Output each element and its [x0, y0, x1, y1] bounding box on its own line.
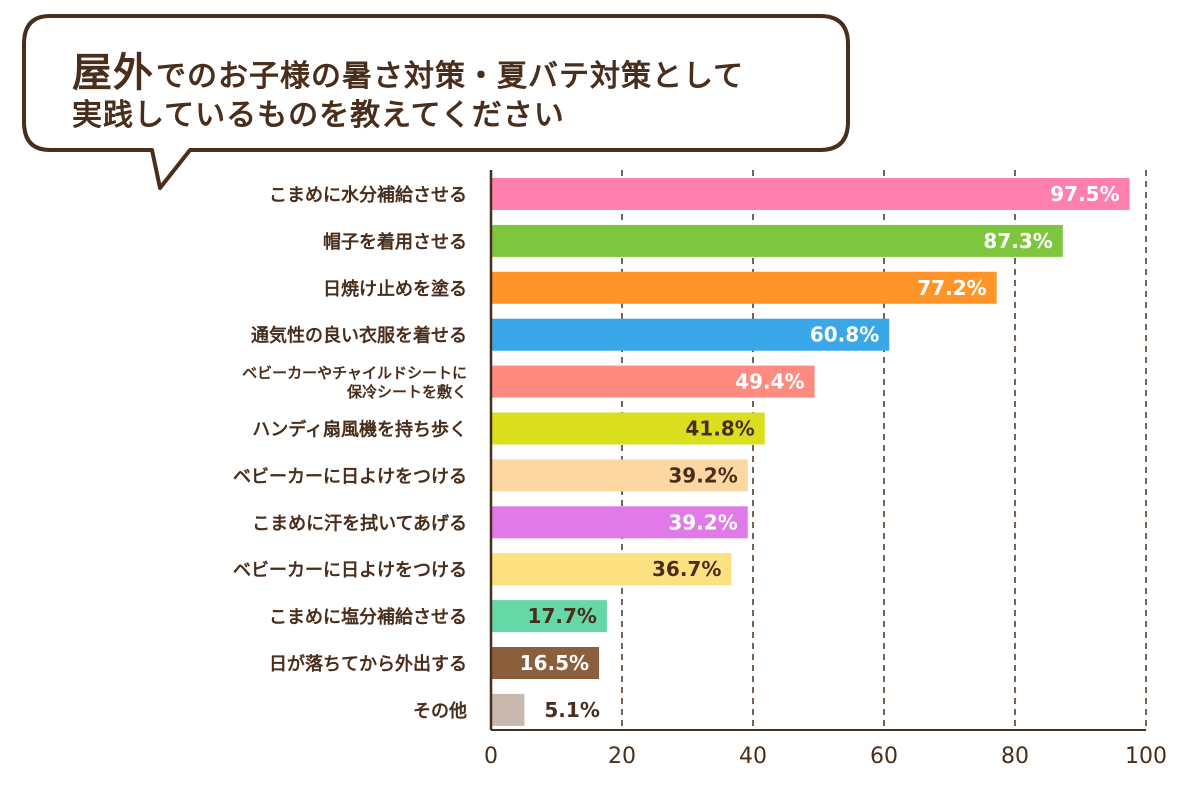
- category-label-1: 帽子を着用させる: [323, 231, 467, 253]
- chart-title-line-2: 実践しているものを教えてください: [72, 98, 565, 133]
- x-tick-label-60: 60: [870, 744, 898, 769]
- value-label-0: 97.5%: [1050, 182, 1119, 206]
- x-tick-label-20: 20: [608, 744, 636, 769]
- bar-1: [491, 224, 1063, 257]
- value-label-1: 87.3%: [983, 229, 1052, 253]
- bar-2: [491, 271, 997, 304]
- value-label-3: 60.8%: [810, 323, 879, 347]
- value-label-5: 41.8%: [685, 417, 754, 441]
- bar-9: [491, 600, 607, 633]
- value-label-7: 39.2%: [668, 510, 737, 534]
- value-label-2: 77.2%: [917, 276, 986, 300]
- bar-10: [491, 647, 600, 679]
- category-label-11: その他: [413, 700, 467, 722]
- bar-0: [491, 178, 1130, 210]
- chart-title-line-1: 屋外でのお子様の暑さ対策・夏バテ対策として: [72, 40, 744, 98]
- bar-11: [491, 693, 525, 726]
- speech-bubble: [22, 14, 850, 190]
- title-accent: 屋外: [72, 50, 154, 96]
- category-label-10: 日が落ちてから外出する: [269, 653, 467, 675]
- bar-8: [491, 553, 732, 586]
- category-label-6: ベビーカーに日よけをつける: [233, 466, 467, 487]
- category-label-7: こまめに汗を拭いてあげる: [252, 512, 467, 534]
- value-label-6: 39.2%: [668, 463, 737, 487]
- value-label-8: 36.7%: [652, 557, 721, 581]
- x-tick-label-40: 40: [739, 744, 767, 769]
- category-label-9: こまめに塩分補給させる: [269, 606, 467, 628]
- value-label-11: 5.1%: [544, 698, 599, 722]
- bar-5: [491, 412, 765, 445]
- category-label-0: こまめに水分補給させる: [269, 184, 467, 206]
- bar-3: [491, 318, 890, 351]
- category-label-4: ベビーカーやチャイルドシートに保冷シートを敷く: [242, 364, 467, 401]
- title-line1-rest: でのお子様の暑さ対策・夏バテ対策として: [156, 59, 745, 94]
- value-label-9: 17.7%: [528, 604, 597, 628]
- bar-7: [491, 506, 748, 539]
- bar-4: [491, 365, 815, 398]
- category-label-2: 日焼け止めを塗る: [323, 278, 467, 300]
- category-label-3: 通気性の良い衣服を着せる: [251, 325, 467, 347]
- category-label-5: ハンディ扇風機を持ち歩く: [252, 419, 467, 441]
- value-label-10: 16.5%: [520, 651, 589, 675]
- x-tick-label-100: 100: [1125, 744, 1167, 769]
- x-tick-label-0: 0: [484, 744, 498, 769]
- value-label-4: 49.4%: [735, 370, 804, 394]
- x-tick-label-80: 80: [1001, 744, 1029, 769]
- category-label-8: ベビーカーに日よけをつける: [233, 560, 467, 581]
- bar-6: [491, 459, 748, 492]
